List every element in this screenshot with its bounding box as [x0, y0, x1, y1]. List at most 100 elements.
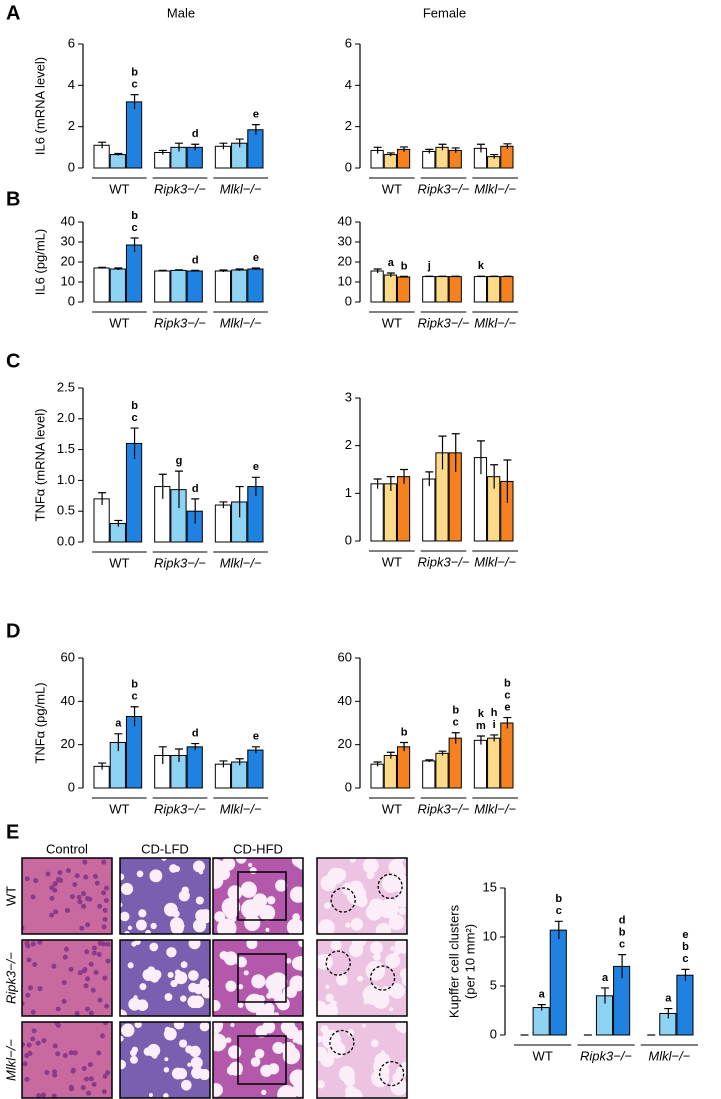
nucleus [49, 895, 55, 901]
significance-letter: i [493, 719, 496, 731]
bar [448, 276, 462, 303]
significance-letter: c [619, 939, 625, 951]
lipid-droplet [240, 881, 257, 898]
lipid-droplet [189, 1045, 201, 1058]
y-tick-label: 2.0 [57, 410, 75, 425]
bar [396, 148, 411, 169]
nucleus [74, 1010, 80, 1016]
significance-letter: e [253, 109, 259, 121]
nucleus [22, 1042, 26, 1048]
nucleus [52, 881, 58, 887]
error-bar [130, 237, 139, 252]
lipid-droplet [346, 1029, 355, 1037]
lipid-droplet [120, 882, 134, 896]
nucleus [37, 940, 43, 945]
lipid-droplet [214, 911, 226, 923]
lipid-droplet [169, 917, 184, 932]
nucleus [93, 873, 99, 879]
bar [396, 276, 411, 303]
lipid-droplet [191, 1066, 204, 1079]
nucleus [24, 1053, 30, 1059]
significance-letter: d [192, 254, 199, 266]
nucleus [102, 916, 108, 922]
lipid-droplet [370, 1039, 379, 1048]
y-tick-label: 20 [338, 736, 352, 751]
significance-letter: h [491, 707, 498, 719]
lipid-droplet [293, 956, 303, 971]
bar [214, 504, 232, 543]
nucleus [72, 1050, 78, 1056]
nucleus [105, 941, 111, 947]
bar [487, 737, 501, 789]
error-bar [191, 498, 200, 524]
error-bar [490, 464, 499, 489]
micrograph [316, 939, 408, 1017]
nucleus [49, 912, 55, 918]
error-bar [175, 470, 183, 509]
y-tick-label: 0 [68, 779, 75, 794]
lipid-droplet [254, 1048, 265, 1059]
lipid-droplet [180, 961, 188, 969]
significance-letter: g [176, 455, 183, 467]
nucleus [31, 1028, 37, 1034]
nucleus [53, 909, 59, 915]
bar [247, 268, 264, 303]
lipid-droplet [365, 903, 383, 921]
error-bar [425, 471, 434, 487]
lipid-droplet [332, 868, 347, 882]
frame [119, 939, 211, 1017]
nucleus [85, 922, 91, 928]
lipid-droplet [398, 907, 406, 915]
bar [214, 763, 232, 789]
row-label: Mlkl−/− [3, 1039, 18, 1081]
significance-letter: b [682, 941, 689, 953]
lipid-droplet [163, 1067, 170, 1073]
y-tick-label: 30 [338, 233, 352, 248]
frame [316, 857, 408, 935]
error-bar [219, 142, 228, 150]
y-tick-label: 4 [68, 77, 75, 92]
lipid-droplet [317, 1046, 328, 1061]
y-tick-label: 60 [338, 649, 352, 664]
lipid-droplet [213, 1022, 224, 1034]
x-tick-label: Ripk3−/− [154, 315, 206, 330]
error-bar [373, 478, 382, 489]
error-bar [98, 492, 107, 506]
significance-letter: d [619, 915, 626, 927]
y-tick-label: 0 [345, 293, 352, 308]
error-bar [451, 732, 460, 744]
lipid-droplet [235, 858, 247, 864]
frame [119, 857, 211, 935]
nucleus [81, 903, 87, 909]
lipid-droplet [390, 863, 406, 879]
lipid-droplet [173, 1022, 185, 1030]
error-bar [251, 476, 260, 496]
lipid-droplet [389, 983, 405, 999]
significance-letter: d [192, 727, 199, 739]
x-tick-label: WT [382, 801, 402, 816]
x-tick-label: Mlkl−/− [474, 181, 516, 196]
error-bar [490, 153, 499, 159]
nucleus [51, 963, 57, 969]
error-bar [251, 124, 260, 135]
error-bar [235, 758, 244, 766]
nucleus [41, 1038, 47, 1044]
error-bar [451, 147, 460, 153]
lipid-droplet [293, 1075, 298, 1081]
error-bar [490, 734, 499, 742]
bar [370, 763, 384, 789]
y-axis-label: (per 10 mm²) [462, 924, 477, 999]
significance-letter: a [115, 718, 122, 730]
bar [370, 483, 384, 542]
lipid-droplet [193, 860, 205, 873]
panel-letter: C [6, 350, 20, 372]
lipid-droplet [120, 911, 130, 922]
error-bar [618, 954, 627, 979]
y-tick-label: 2 [68, 118, 75, 133]
lipid-droplet [298, 940, 303, 948]
nucleus [101, 859, 107, 865]
nucleus [36, 1093, 42, 1098]
lipid-droplet [375, 922, 392, 934]
significance-letter: c [131, 79, 137, 91]
error-bar [191, 143, 200, 151]
